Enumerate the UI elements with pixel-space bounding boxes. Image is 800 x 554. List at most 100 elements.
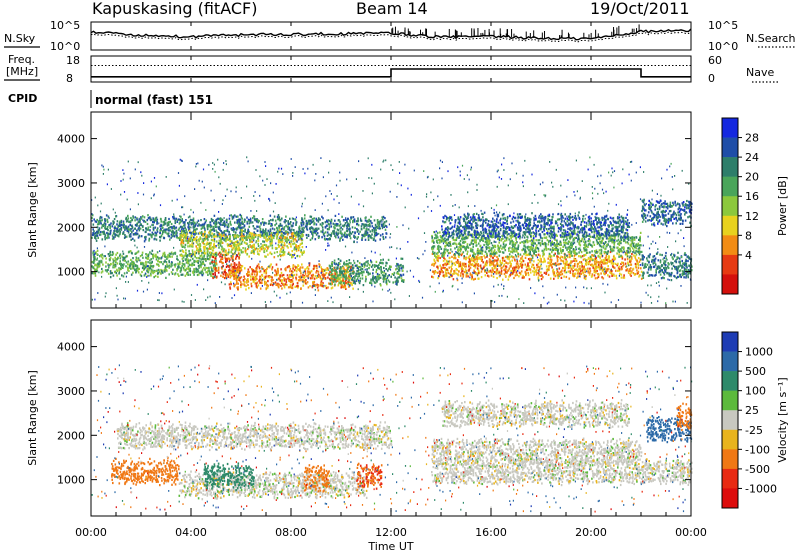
power-cells-cell xyxy=(249,235,252,238)
power-cells-cell xyxy=(253,227,256,230)
power-cells-cell xyxy=(360,225,363,228)
power-cells-cell xyxy=(354,275,356,278)
power-cells-cell xyxy=(279,222,282,225)
power-cells-cell xyxy=(114,256,116,259)
power-cells-cell xyxy=(326,224,328,227)
power-cells-cell xyxy=(470,263,472,266)
power-cells-cell xyxy=(251,270,254,273)
power-cells-cell xyxy=(109,232,112,235)
power-cells-cell xyxy=(174,219,176,222)
power-cells-cell xyxy=(267,247,269,250)
power-cells-cell xyxy=(476,256,478,259)
power-cells-cell xyxy=(213,267,216,270)
power-cells-cell xyxy=(241,217,243,220)
power-cells-cell xyxy=(255,282,258,285)
power-cells-cell xyxy=(300,287,302,290)
power-cells-cell xyxy=(357,236,359,239)
power-cells-cell xyxy=(439,245,442,249)
power-cells-cell xyxy=(453,270,456,273)
power-cells-cell xyxy=(135,256,138,259)
power-cells-cell xyxy=(121,274,123,277)
power-cells-cell xyxy=(230,214,232,217)
power-cells-cell xyxy=(334,214,337,217)
power-cells-cell xyxy=(214,273,216,276)
power-cells-cell xyxy=(303,251,305,254)
power-cells-cell xyxy=(285,239,287,242)
power-cells-cell xyxy=(283,236,285,240)
power-cells-cell xyxy=(123,263,125,266)
power-cells-cell xyxy=(237,215,239,218)
power-cells-cell xyxy=(208,244,211,247)
power-cells-cell xyxy=(213,235,215,239)
power-cells-cell xyxy=(213,253,215,257)
power-cells-cell xyxy=(267,229,270,232)
power-cells-cell xyxy=(301,278,303,282)
power-cells-cell xyxy=(182,259,184,262)
power-cells-cell xyxy=(626,268,629,271)
power-cells-cell xyxy=(170,233,173,236)
power-cells-cell xyxy=(176,234,178,237)
power-cells-cell xyxy=(303,230,305,233)
power-cells-cell xyxy=(257,244,260,248)
power-cells-cell xyxy=(172,217,175,220)
power-cells-cell xyxy=(277,286,280,289)
power-cells-cell xyxy=(263,249,266,253)
power-cells-cell xyxy=(275,283,277,286)
power-cells-cell xyxy=(344,231,346,234)
power-cells-cell xyxy=(326,231,329,234)
power-cells-cell xyxy=(213,238,216,241)
power-cells-cell xyxy=(114,235,116,238)
power-cells-cell xyxy=(510,265,512,268)
power-cells-cell xyxy=(449,251,451,254)
power-cells-cell xyxy=(119,230,122,233)
power-cells-cell xyxy=(179,237,181,240)
power-cells-cell xyxy=(335,270,337,273)
power-cells-cell xyxy=(357,219,359,222)
power-cells-cell xyxy=(263,269,266,272)
power-cells-cell xyxy=(605,271,607,274)
power-cells-cell xyxy=(513,266,516,269)
power-cells-cell xyxy=(230,244,233,248)
power-cells-cell xyxy=(237,266,240,269)
power-cells-cell xyxy=(524,256,527,259)
power-cells-cell xyxy=(279,274,282,277)
power-cells-cell xyxy=(264,236,267,239)
power-cells-cell xyxy=(128,235,131,238)
power-cells-cell xyxy=(215,229,217,232)
power-cells-cell xyxy=(280,268,282,271)
power-cells-cell xyxy=(120,219,123,222)
power-cells-cell xyxy=(132,215,134,218)
power-cells-cell xyxy=(232,227,235,230)
power-cells-cell xyxy=(317,220,320,223)
noise-tick-right-top: 10^5 xyxy=(708,19,738,32)
power-cells-cell xyxy=(282,234,285,238)
power-cells-cell xyxy=(381,223,383,226)
power-cells-cell xyxy=(239,218,242,221)
power-cells-cell xyxy=(287,228,289,231)
power-cells-cell xyxy=(586,258,588,262)
power-cells-cell xyxy=(268,235,270,239)
power-cells-cell xyxy=(356,266,359,270)
power-cells-cell xyxy=(382,258,384,261)
power-cells-cell xyxy=(148,239,150,242)
n-sky-label: N.Sky xyxy=(4,32,36,45)
power-cells-cell xyxy=(266,249,268,252)
power-cells-cell xyxy=(206,228,209,231)
power-cells-cell xyxy=(246,280,248,284)
power-cells-cell xyxy=(266,231,268,235)
power-cells-cell xyxy=(127,268,129,271)
power-cells-cell xyxy=(100,255,103,258)
power-cells-cell xyxy=(189,273,191,276)
power-cells-cell xyxy=(281,217,283,220)
power-cells-cell xyxy=(276,273,279,276)
power-cells-cell xyxy=(402,269,404,272)
power-cells-cell xyxy=(328,226,331,229)
power-cells-cell xyxy=(515,271,518,274)
power-cells-cell xyxy=(146,269,148,272)
power-cells-cell xyxy=(537,276,540,279)
power-cells-cell xyxy=(154,231,156,234)
power-cells-cell xyxy=(401,257,404,260)
power-cells-cell xyxy=(507,278,510,281)
power-cells-cell xyxy=(603,272,605,275)
power-cells-cell xyxy=(305,220,308,223)
